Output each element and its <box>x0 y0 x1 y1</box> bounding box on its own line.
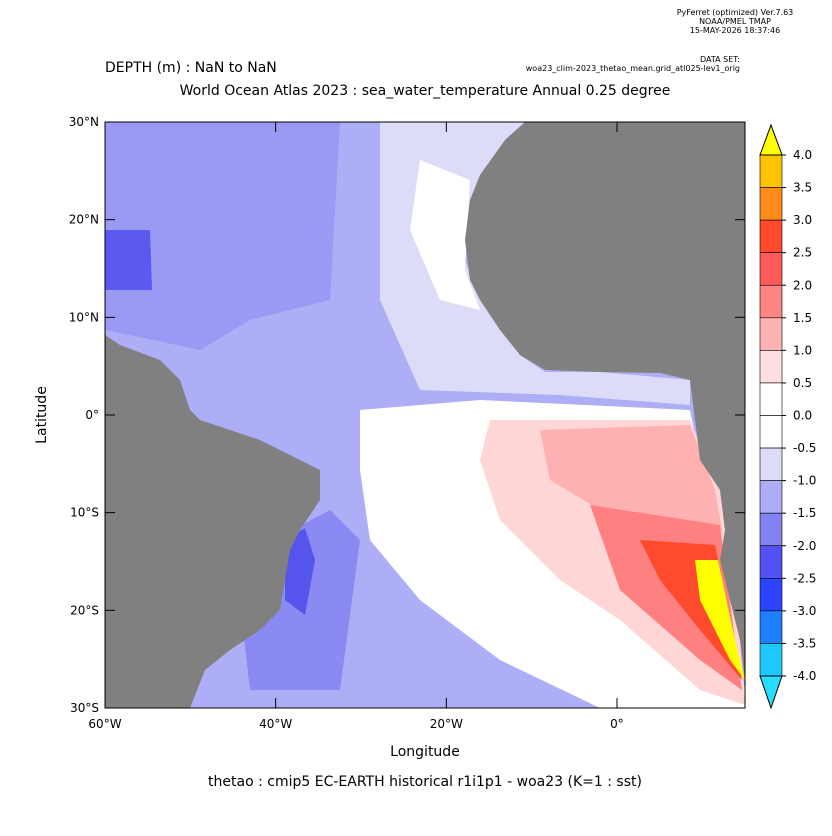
field <box>105 122 340 350</box>
colorbar-box <box>759 219 783 253</box>
colorbar-box <box>759 382 783 416</box>
colorbar-box <box>759 317 783 351</box>
field <box>105 230 152 290</box>
colorbar-label: 2.0 <box>793 278 812 292</box>
field <box>540 425 722 530</box>
map-field <box>104 121 746 709</box>
colorbar-label: 1.5 <box>793 311 812 325</box>
colorbar-label: 1.0 <box>793 343 812 357</box>
colorbar-box <box>759 643 783 677</box>
colorbar-label: -2.0 <box>793 539 816 553</box>
colorbar-box <box>759 154 783 188</box>
colorbar-label: -3.0 <box>793 604 816 618</box>
colorbar-label: 3.0 <box>793 213 812 227</box>
colorbar-label: 3.5 <box>793 181 812 195</box>
colorbar-label: -2.5 <box>793 571 816 585</box>
colorbar-box <box>759 350 783 384</box>
depth: DEPTH (m) : NaN to NaN <box>105 60 277 76</box>
colorbar-box <box>759 284 783 319</box>
colorbar-label: -3.5 <box>793 636 816 650</box>
org: NOAA/PMEL TMAP <box>699 17 771 26</box>
colorbar-box <box>759 480 783 514</box>
colorbar-box <box>759 545 783 579</box>
title: World Ocean Atlas 2023 : sea_water_tempe… <box>180 83 671 99</box>
colorbar-under <box>759 675 783 710</box>
date: 15-MAY-2026 18:37:46 <box>690 26 780 35</box>
x-tick-label: 20°W <box>430 717 463 731</box>
field <box>695 560 745 680</box>
y-tick-label: 30°S <box>70 701 99 715</box>
colorbar-label: 0.0 <box>793 409 812 423</box>
colorbar-box <box>759 187 783 221</box>
x-tick-label: 60°W <box>88 717 121 731</box>
software: PyFerret (optimized) Ver.7.63 <box>677 8 794 17</box>
x-tick-label: 0° <box>610 717 624 731</box>
y-tick-label: 10°S <box>70 506 99 520</box>
colorbar-over <box>759 123 783 156</box>
land <box>105 335 320 708</box>
y-tick-label: 20°N <box>69 213 99 227</box>
colorbar-box <box>759 578 783 612</box>
colorbar-box <box>759 447 783 481</box>
x-axis-label: Longitude <box>390 744 460 760</box>
colorbar-box <box>759 512 783 547</box>
colorbar-label: -4.0 <box>793 669 816 683</box>
colorbar-label: -1.0 <box>793 474 816 488</box>
field <box>285 528 315 615</box>
colorbar-label: -0.5 <box>793 441 816 455</box>
colorbar-label: 4.0 <box>793 148 812 162</box>
colorbar-label: 0.5 <box>793 376 812 390</box>
y-tick-label: 20°S <box>70 603 99 617</box>
colorbar-box <box>759 252 783 286</box>
colorbar-label: -1.5 <box>793 506 816 520</box>
footer: thetao : cmip5 EC-EARTH historical r1i1p… <box>208 774 642 790</box>
dataset-label: DATA SET: <box>700 55 740 64</box>
y-axis-label: Latitude <box>34 386 50 444</box>
land <box>465 122 745 680</box>
colorbar-box <box>759 415 783 449</box>
colorbar-box <box>759 610 783 644</box>
field <box>410 160 480 310</box>
x-tick-label: 40°W <box>259 717 292 731</box>
dataset: woa23_clim-2023_thetao_mean.grid_atl025-… <box>526 64 740 73</box>
y-tick-label: 30°N <box>69 115 99 129</box>
colorbar-label: 2.5 <box>793 246 812 260</box>
y-tick-label: 10°N <box>69 310 99 324</box>
y-tick-label: 0° <box>85 408 99 422</box>
